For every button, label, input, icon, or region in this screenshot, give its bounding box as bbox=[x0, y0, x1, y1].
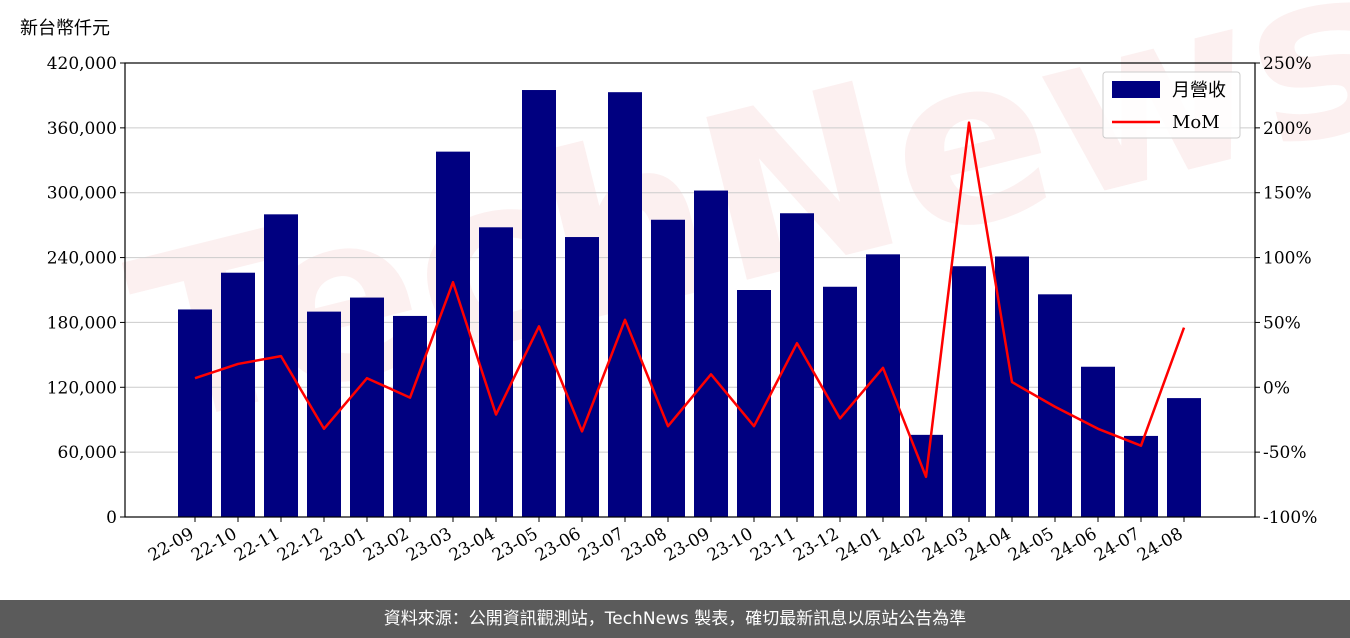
y-right-tick-label: -100% bbox=[1263, 508, 1317, 528]
revenue-bar bbox=[479, 227, 513, 518]
x-tick-label: 24-01 bbox=[833, 524, 885, 566]
revenue-bars bbox=[178, 90, 1201, 518]
legend-label-revenue: 月營收 bbox=[1172, 80, 1226, 101]
revenue-bar bbox=[350, 297, 384, 517]
x-tick-label: 24-08 bbox=[1134, 524, 1186, 566]
revenue-bar bbox=[1081, 366, 1115, 517]
mom-line bbox=[194, 121, 1186, 479]
revenue-bar bbox=[522, 90, 556, 518]
revenue-bar bbox=[221, 272, 255, 517]
x-tick-label: 23-03 bbox=[403, 524, 455, 566]
x-tick-label: 24-05 bbox=[1005, 524, 1057, 566]
x-tick-label: 23-02 bbox=[360, 524, 412, 566]
x-tick-label: 23-09 bbox=[661, 524, 713, 566]
y-left-tick-label: 60,000 bbox=[58, 443, 117, 463]
y-left-tick-label: 360,000 bbox=[47, 119, 117, 139]
x-tick-label: 23-06 bbox=[532, 524, 584, 566]
y-left-tick-label: 300,000 bbox=[47, 184, 117, 204]
y-left-tick-label: 0 bbox=[106, 508, 117, 528]
revenue-bar bbox=[952, 266, 986, 517]
revenue-bar bbox=[1124, 435, 1158, 517]
revenue-bar bbox=[565, 237, 599, 518]
y-right-tick-label: 0% bbox=[1263, 378, 1290, 398]
x-tick-label: 22-09 bbox=[145, 524, 197, 566]
x-tick-label: 24-07 bbox=[1091, 524, 1143, 566]
y-left-tick-label: 120,000 bbox=[47, 378, 117, 398]
y-axis-unit-label: 新台幣仟元 bbox=[20, 18, 110, 39]
revenue-bar bbox=[694, 190, 728, 518]
x-tick-label: 23-04 bbox=[446, 524, 498, 566]
revenue-bar bbox=[866, 254, 900, 518]
x-tick-label: 23-12 bbox=[790, 524, 842, 566]
x-tick-label: 24-03 bbox=[919, 524, 971, 566]
plot-frame bbox=[124, 62, 1256, 518]
x-tick-label: 24-06 bbox=[1048, 524, 1100, 566]
x-tick-label: 23-01 bbox=[317, 524, 369, 566]
revenue-bar bbox=[823, 286, 857, 517]
chart-legend: 月營收 MoM bbox=[1102, 71, 1241, 139]
revenue-chart: 0 60,000 120,000 180,000 240,000 300,000 360,0… bbox=[47, 54, 1318, 566]
y-right-tick-label: 100% bbox=[1263, 249, 1312, 269]
y-right-tick-label: 150% bbox=[1263, 184, 1312, 204]
y-right-tick-label: 50% bbox=[1263, 313, 1301, 333]
x-tick-label: 24-04 bbox=[962, 524, 1014, 566]
legend-bar-swatch bbox=[1112, 81, 1160, 98]
x-tick-label: 23-10 bbox=[704, 524, 756, 566]
y-right-tick-label: -50% bbox=[1263, 443, 1307, 463]
revenue-bar bbox=[1167, 398, 1201, 517]
source-footer: 資料來源：公開資訊觀測站，TechNews 製表，確切最新訊息以原站公告為準 bbox=[0, 600, 1350, 638]
x-tick-label: 23-11 bbox=[747, 524, 799, 566]
revenue-bar bbox=[264, 214, 298, 518]
revenue-bar bbox=[178, 309, 212, 517]
y-right-tick-label: 200% bbox=[1263, 119, 1312, 139]
x-tick-label: 23-08 bbox=[618, 524, 670, 566]
x-tick-label: 22-12 bbox=[274, 524, 326, 566]
x-tick-label: 22-11 bbox=[231, 524, 283, 566]
revenue-bar bbox=[393, 315, 427, 517]
revenue-bar bbox=[995, 256, 1029, 517]
revenue-bar bbox=[436, 151, 470, 517]
y-left-tick-label: 240,000 bbox=[47, 249, 117, 269]
y-left-tick-label: 180,000 bbox=[47, 313, 117, 333]
x-tick-label: 24-02 bbox=[876, 524, 928, 566]
mom-line-series bbox=[194, 121, 1186, 479]
revenue-bar bbox=[608, 92, 642, 517]
revenue-bar bbox=[651, 219, 685, 517]
y-left-tick-label: 420,000 bbox=[47, 54, 117, 74]
x-tick-label: 22-10 bbox=[188, 524, 240, 566]
y-right-tick-label: 250% bbox=[1263, 54, 1312, 74]
x-tick-label: 23-05 bbox=[489, 524, 541, 566]
legend-label-mom: MoM bbox=[1172, 112, 1220, 133]
x-tick-label: 23-07 bbox=[575, 524, 627, 566]
